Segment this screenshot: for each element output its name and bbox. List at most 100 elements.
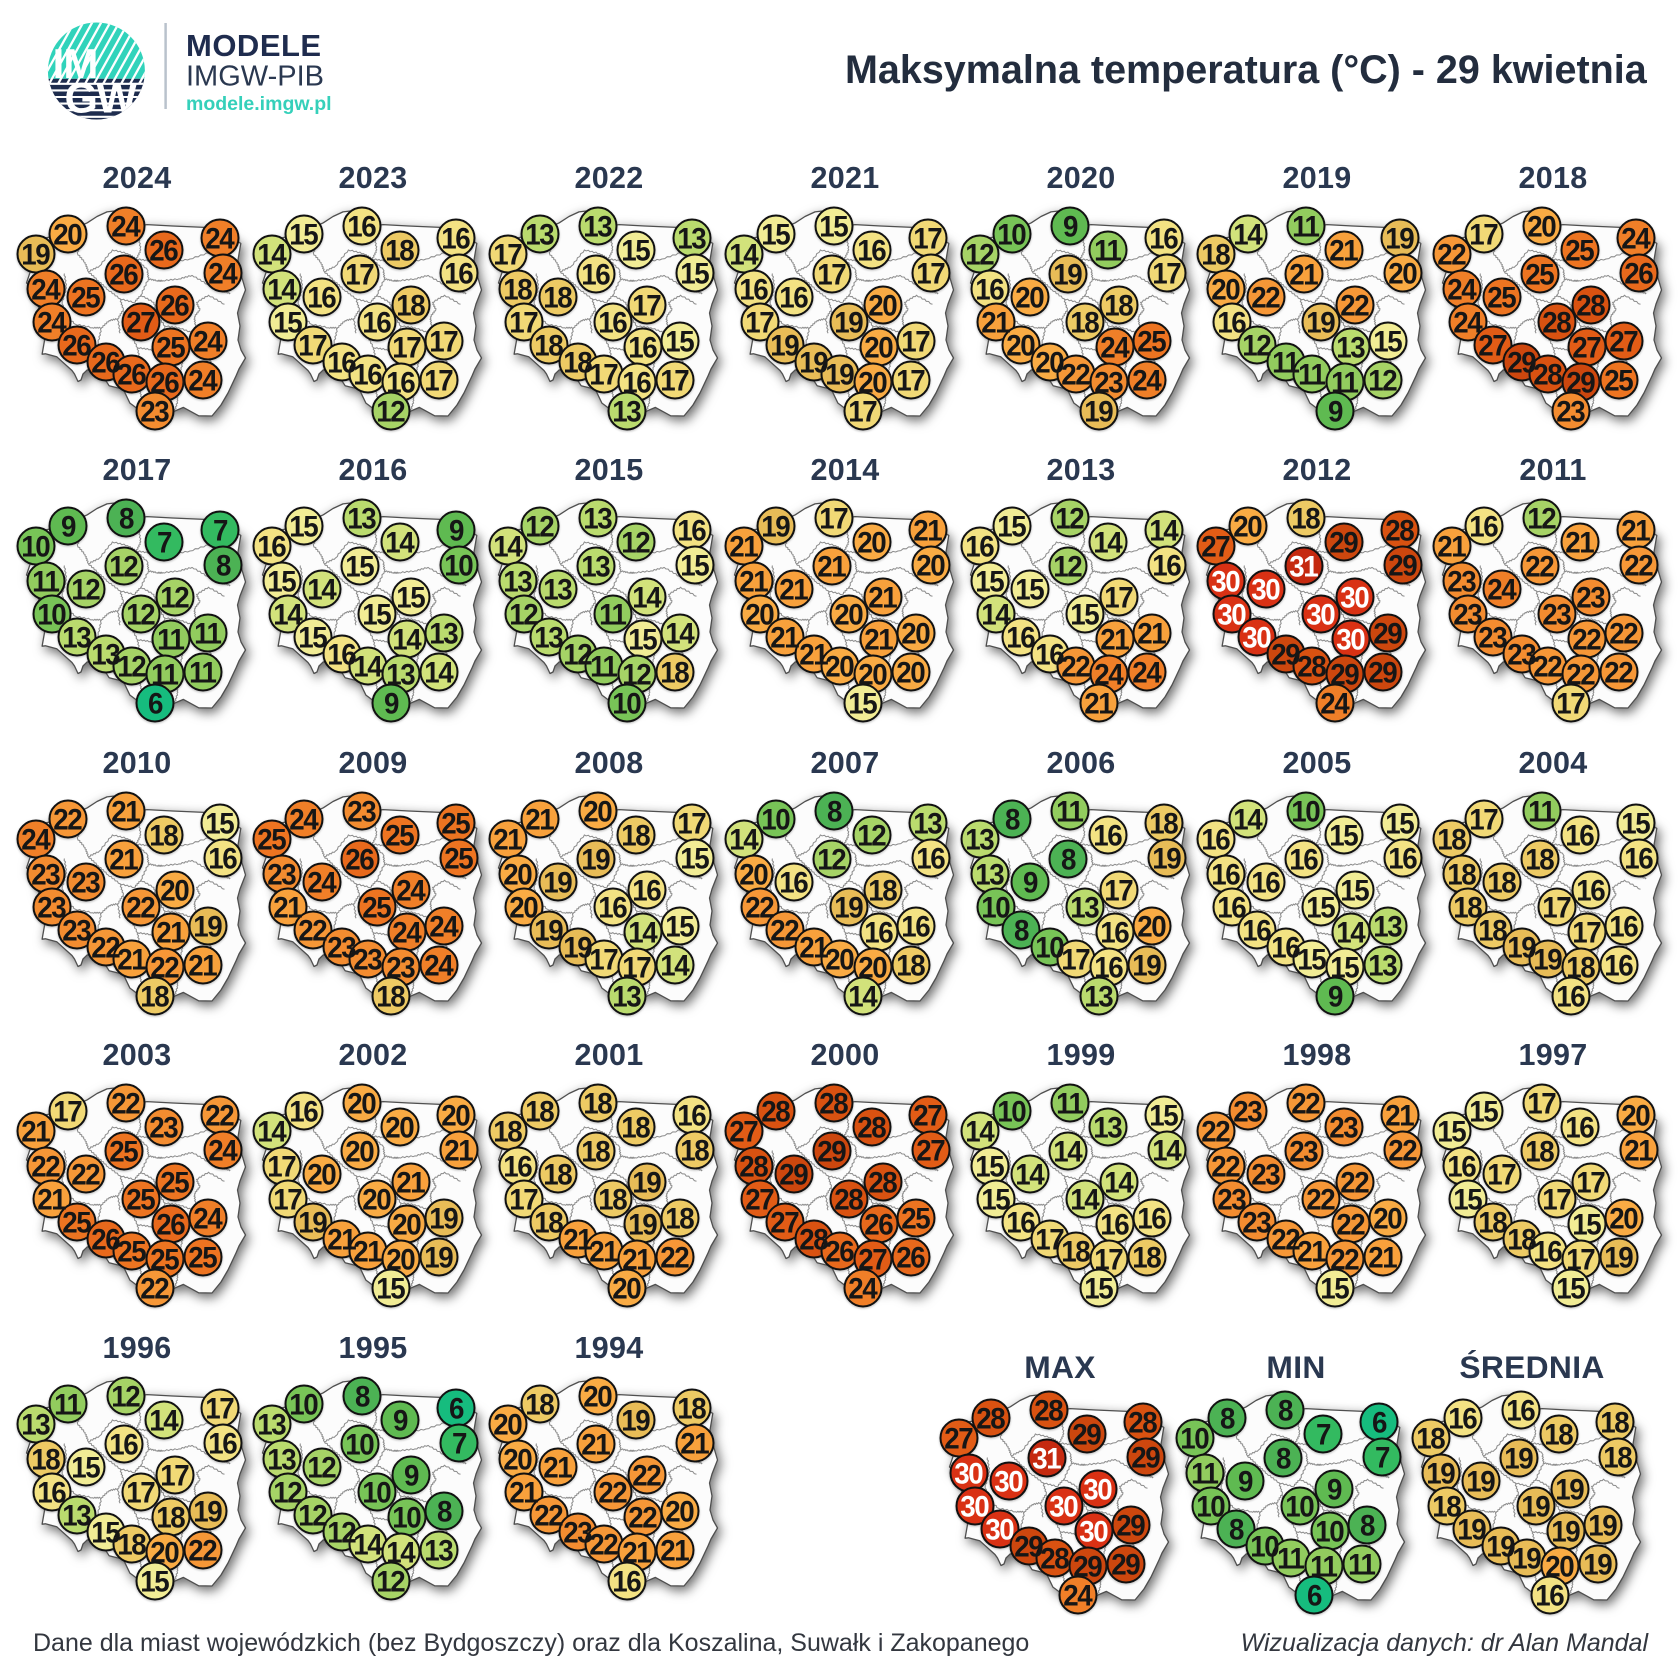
svg-text:28: 28 [1385, 515, 1414, 548]
svg-text:14: 14 [1053, 1136, 1082, 1169]
svg-text:24: 24 [1100, 332, 1129, 365]
svg-text:16: 16 [1149, 223, 1177, 256]
svg-text:9: 9 [384, 688, 399, 721]
svg-text:25: 25 [62, 1207, 91, 1240]
svg-text:21: 21 [622, 1536, 651, 1569]
svg-text:19: 19 [1486, 1531, 1514, 1564]
svg-text:10: 10 [1196, 1491, 1224, 1524]
svg-text:10: 10 [1285, 1491, 1313, 1524]
svg-text:22: 22 [53, 803, 81, 836]
svg-text:18: 18 [543, 1159, 572, 1192]
svg-text:20: 20 [1388, 258, 1416, 291]
svg-text:16: 16 [677, 515, 705, 548]
svg-text:15: 15 [273, 307, 302, 340]
svg-text:12: 12 [376, 1565, 404, 1598]
svg-text:19: 19 [563, 931, 591, 964]
svg-text:21: 21 [913, 515, 942, 548]
svg-text:16: 16 [1201, 823, 1229, 856]
svg-text:10: 10 [761, 803, 789, 836]
svg-text:29: 29 [1507, 347, 1535, 380]
svg-text:17: 17 [1035, 1224, 1063, 1257]
svg-text:15: 15 [71, 1451, 100, 1484]
svg-text:15: 15 [621, 235, 650, 268]
svg-text:22: 22 [1533, 651, 1561, 684]
svg-text:13: 13 [62, 1499, 90, 1532]
svg-text:25: 25 [117, 1236, 146, 1269]
svg-text:17: 17 [817, 259, 845, 292]
svg-text:14: 14 [632, 582, 661, 615]
svg-text:18: 18 [1600, 1407, 1629, 1440]
svg-text:24: 24 [188, 365, 217, 398]
svg-text:7: 7 [1316, 1419, 1331, 1452]
svg-text:17: 17 [745, 307, 773, 340]
svg-text:26: 26 [62, 330, 90, 363]
svg-text:22: 22 [598, 1476, 626, 1509]
svg-text:23: 23 [1094, 367, 1122, 400]
svg-text:17: 17 [1556, 688, 1584, 721]
svg-text:17: 17 [1061, 943, 1089, 976]
svg-text:22: 22 [628, 1501, 656, 1534]
svg-text:21: 21 [273, 891, 302, 924]
svg-text:14: 14 [1336, 916, 1365, 949]
svg-text:18: 18 [117, 1528, 146, 1561]
svg-text:23: 23 [1251, 1159, 1279, 1192]
svg-text:29: 29 [1330, 659, 1358, 692]
svg-text:10: 10 [392, 1501, 420, 1534]
svg-text:11: 11 [151, 659, 179, 692]
svg-text:29: 29 [1271, 639, 1299, 672]
svg-text:18: 18 [1453, 891, 1482, 924]
svg-text:25: 25 [150, 1244, 179, 1277]
svg-text:14: 14 [257, 239, 286, 272]
svg-text:14: 14 [660, 949, 689, 982]
svg-text:11: 11 [189, 657, 217, 690]
svg-text:15: 15 [665, 910, 694, 943]
svg-text:16: 16 [1094, 951, 1122, 984]
svg-text:22: 22 [1437, 239, 1465, 272]
svg-text:15: 15 [1437, 1116, 1466, 1149]
svg-text:16: 16 [386, 367, 414, 400]
svg-text:22: 22 [1291, 1088, 1319, 1121]
svg-text:24: 24 [208, 1135, 237, 1168]
svg-text:24: 24 [1094, 659, 1123, 692]
svg-text:8: 8 [1278, 1395, 1293, 1428]
svg-text:15: 15 [1572, 1209, 1601, 1242]
svg-text:9: 9 [449, 515, 464, 548]
svg-text:20: 20 [583, 1380, 611, 1413]
svg-text:30: 30 [1079, 1516, 1107, 1549]
svg-text:22: 22 [298, 914, 326, 947]
svg-text:20: 20 [858, 659, 886, 692]
svg-text:18: 18 [1478, 1207, 1507, 1240]
svg-text:21: 21 [1385, 1100, 1414, 1133]
svg-text:17: 17 [1572, 916, 1600, 949]
svg-text:26: 26 [149, 235, 177, 268]
svg-text:16: 16 [109, 1428, 137, 1461]
svg-text:10: 10 [289, 1388, 317, 1421]
svg-text:20: 20 [362, 1184, 390, 1217]
svg-text:23: 23 [353, 943, 381, 976]
svg-text:16: 16 [1576, 874, 1604, 907]
svg-text:15: 15 [819, 211, 848, 244]
svg-text:19: 19 [1521, 1491, 1549, 1524]
svg-text:29: 29 [1116, 1510, 1144, 1543]
svg-text:22: 22 [111, 1088, 139, 1121]
svg-text:27: 27 [916, 1135, 944, 1168]
svg-text:12: 12 [563, 639, 591, 672]
svg-text:12: 12 [525, 511, 553, 544]
svg-text:17: 17 [53, 1096, 81, 1129]
svg-text:21: 21 [1621, 515, 1650, 548]
svg-text:16: 16 [1506, 1395, 1534, 1428]
svg-text:16: 16 [362, 307, 390, 340]
svg-text:21: 21 [109, 843, 138, 876]
svg-text:8: 8 [1220, 1403, 1235, 1436]
svg-text:12: 12 [307, 1451, 335, 1484]
svg-text:15: 15 [376, 1273, 405, 1306]
svg-text:19: 19 [1512, 1543, 1540, 1576]
svg-text:19: 19 [1507, 931, 1535, 964]
svg-text:18: 18 [680, 1135, 709, 1168]
svg-text:8: 8 [119, 503, 134, 536]
svg-text:16: 16 [901, 910, 929, 943]
svg-text:9: 9 [404, 1459, 419, 1492]
svg-text:23: 23 [386, 951, 414, 984]
svg-text:16: 16 [598, 307, 626, 340]
svg-text:28: 28 [834, 1184, 863, 1217]
